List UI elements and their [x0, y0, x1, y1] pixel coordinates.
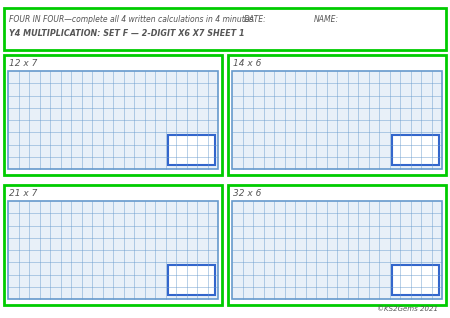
- Text: DATE:: DATE:: [244, 15, 267, 24]
- Bar: [4, 185, 222, 305]
- Text: 14 x 6: 14 x 6: [233, 59, 261, 68]
- Bar: [167, 265, 215, 295]
- Bar: [4, 8, 446, 50]
- Text: 12 x 7: 12 x 7: [9, 59, 37, 68]
- Text: FOUR IN FOUR—complete all 4 written calculations in 4 minutes: FOUR IN FOUR—complete all 4 written calc…: [9, 15, 253, 24]
- Bar: [167, 135, 215, 165]
- Text: 32 x 6: 32 x 6: [233, 189, 261, 198]
- Bar: [232, 71, 442, 169]
- Bar: [392, 135, 439, 165]
- Text: Y4 MULTIPLICATION: SET F — 2-DIGIT X6 X7 SHEET 1: Y4 MULTIPLICATION: SET F — 2-DIGIT X6 X7…: [9, 29, 245, 38]
- Bar: [8, 201, 218, 299]
- Bar: [232, 201, 442, 299]
- Bar: [228, 55, 446, 175]
- Bar: [8, 71, 218, 169]
- Text: NAME:: NAME:: [314, 15, 339, 24]
- Bar: [392, 265, 439, 295]
- Bar: [228, 185, 446, 305]
- Text: ©KS2Gems 2021: ©KS2Gems 2021: [377, 306, 438, 312]
- Text: 21 x 7: 21 x 7: [9, 189, 37, 198]
- Bar: [4, 55, 222, 175]
